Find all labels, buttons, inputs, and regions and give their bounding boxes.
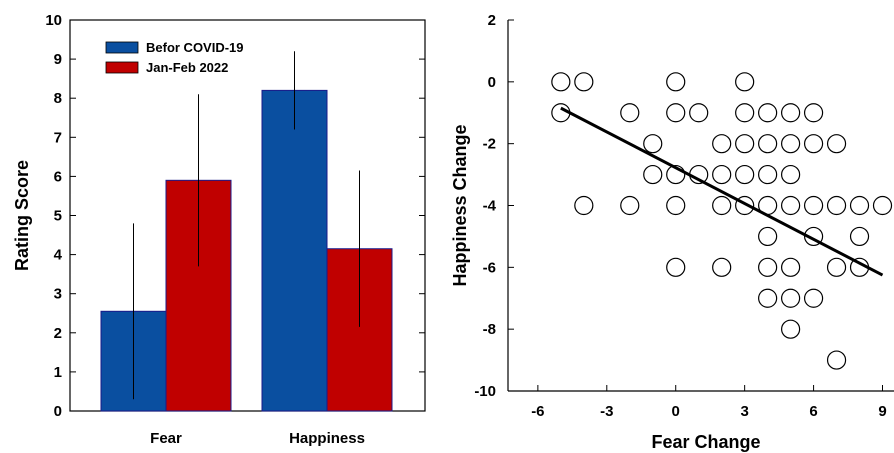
y-tick-label: 6 [54, 168, 62, 185]
scatter-point-13 [712, 134, 732, 154]
scatter-point-50 [826, 350, 847, 370]
scatter-point-28 [666, 195, 686, 216]
scatter-point-33 [803, 195, 824, 216]
scatter-point-19 [643, 164, 663, 185]
x-tick-label: 0 [672, 403, 680, 420]
y-tick-label: -6 [483, 259, 496, 276]
x-category-label: Fear [150, 430, 182, 447]
x-tick-label: -3 [600, 403, 613, 420]
scatter-point-26 [574, 195, 594, 216]
scatter-point-17 [803, 134, 824, 154]
bar-0-1 [261, 89, 328, 412]
y-tick-label: 5 [54, 208, 62, 225]
bar-chart-panel: 0 1 2 3 4 5 6 7 8 9 10 Rating Score Fear Happiness Bef… [12, 12, 426, 447]
y-tick-label: 2 [54, 325, 62, 342]
x-category-label: Happiness [289, 430, 365, 447]
scatter-point-7 [689, 103, 709, 123]
y-tick-label: 0 [488, 74, 496, 91]
y-tick-label: -8 [483, 321, 496, 338]
y-axis-label: Happiness Change [450, 124, 470, 286]
legend-label-1: Jan-Feb 2022 [146, 60, 228, 75]
scatter-point-43 [781, 257, 801, 277]
scatter-point-44 [826, 257, 847, 277]
scatter-point-16 [781, 134, 801, 154]
y-tick-label: 7 [54, 129, 62, 146]
scatter-point-15 [758, 134, 778, 154]
scatter-point-3 [735, 72, 755, 92]
scatter-point-39 [849, 226, 870, 247]
trend-line [560, 106, 884, 277]
scatter-point-14 [735, 134, 755, 154]
scatter-point-23 [735, 164, 755, 185]
x-axis-label: Fear Change [651, 432, 760, 452]
scatter-point-5 [620, 103, 640, 123]
y-tick-label: 9 [54, 51, 62, 68]
scatter-point-29 [712, 195, 732, 216]
scatter-point-0 [551, 72, 571, 92]
scatter-point-24 [758, 164, 778, 185]
y-tick-label: 0 [54, 403, 62, 420]
legend-label-0: Befor COVID-19 [146, 40, 244, 55]
scatter-point-6 [666, 103, 686, 123]
scatter-point-1 [574, 72, 594, 92]
scatter-point-46 [758, 288, 778, 308]
scatter-point-18 [826, 134, 847, 154]
scatter-point-49 [781, 319, 801, 339]
scatter-point-32 [781, 195, 801, 216]
y-tick-label: 8 [54, 90, 62, 107]
x-tick-label: 6 [809, 403, 817, 420]
scatter-point-40 [666, 257, 686, 277]
y-tick-label: -4 [483, 198, 497, 215]
scatter-point-36 [872, 195, 893, 216]
scatter-point-48 [803, 288, 824, 308]
y-tick-label: 10 [45, 12, 62, 29]
scatter-point-47 [781, 288, 801, 308]
x-tick-label: -6 [531, 403, 544, 420]
y-tick-label: 4 [54, 247, 63, 264]
y-tick-label: 3 [54, 286, 62, 303]
scatter-point-35 [849, 195, 870, 216]
x-tick-label: 3 [740, 403, 748, 420]
scatter-point-25 [781, 164, 801, 185]
scatter-point-12 [643, 134, 663, 154]
legend-swatch-0 [105, 41, 139, 54]
y-axis-label: Rating Score [12, 160, 32, 271]
scatter-point-8 [735, 103, 755, 123]
y-tick-label: 2 [488, 12, 496, 29]
y-tick-label: -2 [483, 136, 496, 153]
scatter-point-27 [620, 195, 640, 216]
scatter-point-41 [712, 257, 732, 277]
scatter-point-11 [803, 103, 824, 123]
scatter-point-9 [758, 103, 778, 123]
scatter-point-42 [758, 257, 778, 277]
scatter-chart-panel: -10 -8 -6 -4 -2 0 2 -6 -3 0 3 6 9 Fear Change Happines… [450, 12, 894, 452]
x-tick-label: 9 [878, 403, 886, 420]
legend-swatch-1 [105, 61, 139, 74]
y-tick-label: -10 [474, 383, 496, 400]
scatter-point-2 [666, 72, 686, 92]
scatter-point-22 [712, 164, 732, 185]
y-tick-label: 1 [54, 364, 62, 381]
scatter-point-10 [781, 103, 801, 123]
scatter-point-34 [826, 195, 847, 216]
scatter-point-37 [758, 226, 778, 247]
